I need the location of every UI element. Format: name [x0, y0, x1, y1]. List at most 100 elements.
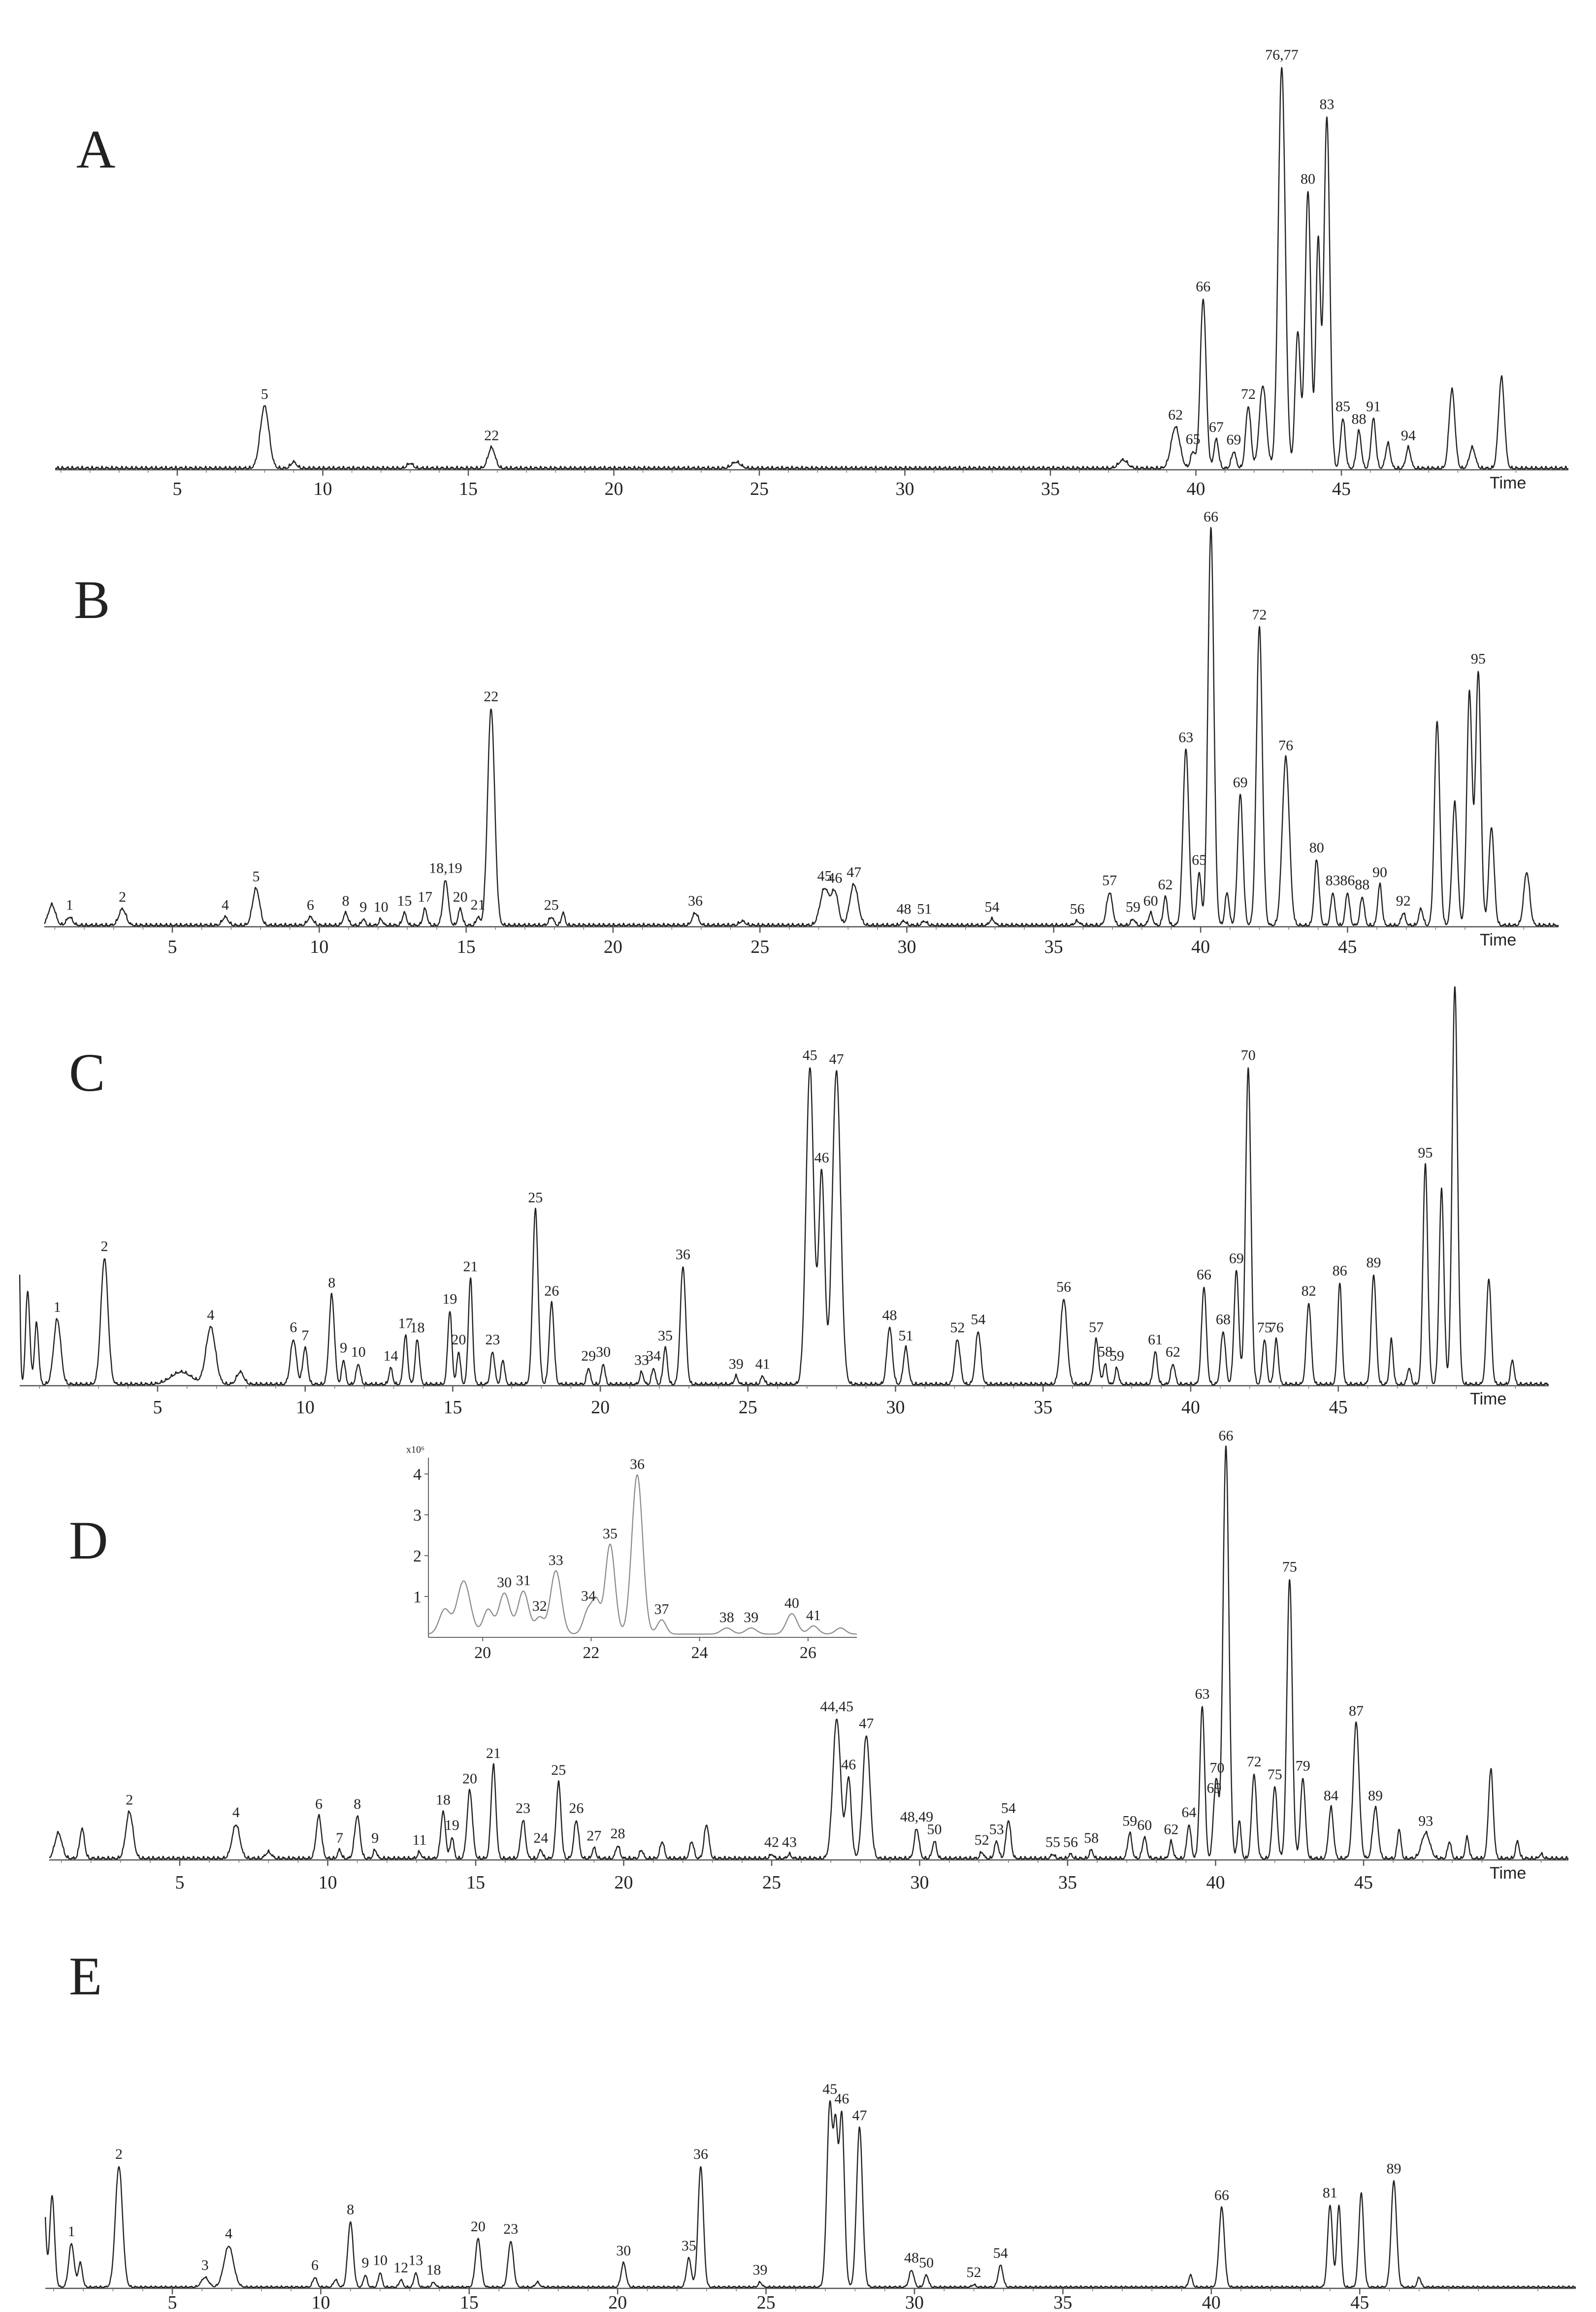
peak-label: 17: [398, 1315, 413, 1332]
peak-label: 21: [486, 1745, 501, 1761]
peak-label: 9: [359, 899, 367, 915]
peak-label: 54: [1001, 1800, 1016, 1817]
peak-label: 35: [682, 2238, 696, 2254]
peak-label: 9: [340, 1339, 347, 1356]
peak-label: 66: [1197, 1267, 1211, 1283]
peak-label: 54: [993, 2245, 1008, 2261]
inset-x-tick-label: 24: [691, 1644, 708, 1662]
peak-label: 59: [1109, 1348, 1124, 1364]
x-tick-label: 45: [1338, 937, 1357, 957]
peak-label: 52: [967, 2264, 981, 2280]
x-tick-label: 15: [443, 1397, 462, 1418]
peak-label: 75: [1268, 1766, 1282, 1783]
inset-peak-label: 39: [744, 1609, 758, 1626]
peak-label: 43: [782, 1834, 797, 1850]
peak-label: 25: [551, 1762, 566, 1778]
peak-label: 76: [1269, 1319, 1284, 1335]
peak-label: 81: [1323, 2184, 1337, 2201]
peak-label: 7: [336, 1830, 343, 1846]
chromatogram-trace: [44, 527, 1559, 927]
peak-label: 36: [676, 1246, 690, 1263]
inset-y-tick-label: 2: [413, 1547, 422, 1565]
peak-label: 18: [436, 1791, 451, 1808]
peak-label: 95: [1471, 651, 1486, 667]
peak-label: 51: [917, 901, 932, 917]
peak-label: 6: [315, 1796, 323, 1812]
peak-label: 18: [410, 1319, 424, 1335]
inset-x-tick-label: 26: [800, 1644, 816, 1662]
peak-label: 48: [897, 901, 912, 917]
peak-label: 20: [471, 2218, 486, 2235]
peak-label: 87: [1349, 1703, 1364, 1719]
peak-label: 65: [1192, 852, 1206, 868]
peak-label: 4: [207, 1307, 214, 1323]
x-tick-label: 5: [168, 937, 177, 957]
peak-label: 18: [426, 2262, 441, 2278]
peak-label: 47: [847, 864, 861, 880]
peak-label: 95: [1418, 1145, 1433, 1161]
x-tick-label: 25: [762, 1872, 781, 1893]
peak-label: 83: [1319, 97, 1334, 113]
inset-peak-label: 32: [532, 1598, 547, 1614]
peak-label: 15: [397, 893, 412, 909]
peak-label: 70: [1210, 1759, 1225, 1776]
peak-label: 89: [1367, 1254, 1381, 1270]
x-tick-label: 10: [319, 1872, 337, 1893]
peak-label: 1: [66, 897, 73, 913]
peak-label: 63: [1195, 1686, 1209, 1702]
inset-peak-label: 36: [630, 1456, 645, 1472]
x-tick-label: 35: [1053, 2292, 1072, 2312]
peak-label: 46: [834, 2091, 849, 2107]
peak-label: 57: [1102, 873, 1117, 889]
peak-label: 62: [1168, 407, 1183, 423]
inset-peak-label: 31: [516, 1572, 531, 1589]
panel-letter: E: [69, 1946, 102, 2006]
panel-letter: C: [69, 1042, 105, 1103]
peak-label: 29: [581, 1348, 596, 1364]
x-tick-label: 10: [310, 937, 328, 957]
peak-label: 54: [985, 899, 1000, 915]
x-tick-label: 15: [466, 1872, 485, 1893]
peak-label: 62: [1164, 1822, 1178, 1838]
peak-label: 8: [328, 1275, 335, 1291]
peak-label: 83: [1326, 873, 1340, 889]
x-tick-label: 40: [1206, 1872, 1225, 1893]
peak-label: 56: [1056, 1279, 1071, 1295]
x-tick-label: 35: [1034, 1397, 1052, 1418]
x-tick-label: 45: [1354, 1872, 1373, 1893]
peak-label: 84: [1324, 1788, 1338, 1804]
peak-label: 28: [610, 1825, 625, 1842]
inset-x-tick-label: 20: [474, 1644, 491, 1662]
peak-label: 21: [470, 897, 485, 913]
peak-label: 60: [1137, 1817, 1152, 1833]
panel-letter: A: [76, 119, 115, 179]
peak-label: 50: [927, 1822, 942, 1838]
panel-letter: D: [69, 1510, 108, 1570]
x-tick-label: 15: [459, 479, 478, 499]
peak-label: 10: [351, 1344, 366, 1360]
peak-label: 61: [1148, 1332, 1163, 1348]
peak-label: 46: [827, 870, 842, 886]
peak-label: 11: [412, 1832, 426, 1848]
x-tick-label: 5: [175, 1872, 185, 1893]
peak-label: 66: [1196, 279, 1210, 295]
peak-label: 69: [1233, 774, 1248, 790]
chromatogram-trace: [49, 1445, 1569, 1860]
peak-label: 6: [311, 2257, 319, 2273]
peak-label: 23: [485, 1332, 500, 1348]
x-tick-label: 45: [1332, 479, 1351, 499]
peak-label: 52: [950, 1319, 965, 1335]
peak-label: 80: [1301, 171, 1315, 187]
peak-label: 25: [528, 1189, 543, 1205]
peak-label: 72: [1252, 607, 1267, 623]
chromatogram-trace: [19, 986, 1549, 1386]
x-tick-label: 15: [457, 937, 476, 957]
peak-label: 47: [852, 2108, 867, 2124]
peak-label: 41: [755, 1356, 770, 1372]
peak-label: 6: [290, 1319, 297, 1335]
